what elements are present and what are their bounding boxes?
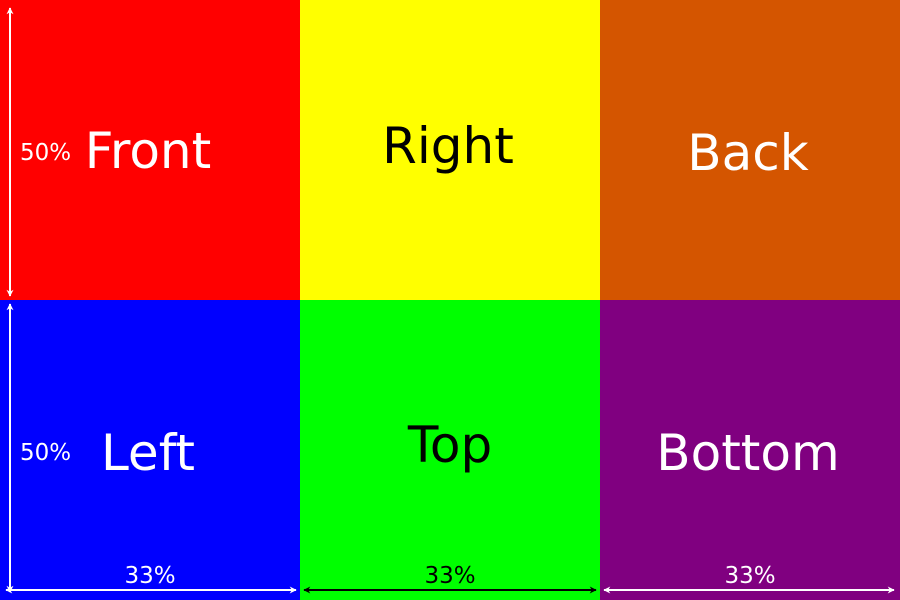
face-back-tile: [600, 0, 900, 300]
face-right-label: Right: [382, 117, 514, 175]
face-left-tile: [0, 300, 300, 600]
col-left-width-label: 33%: [124, 563, 175, 589]
face-right-tile: [300, 0, 600, 300]
face-top-label: Top: [407, 416, 492, 474]
face-front-tile: [0, 0, 300, 300]
row-bottom-height-label: 50%: [20, 440, 71, 466]
face-bottom-label: Bottom: [656, 424, 839, 482]
col-right-width-label: 33%: [724, 563, 775, 589]
face-top-tile: [300, 300, 600, 600]
col-middle-width-label: 33%: [424, 563, 475, 589]
face-bottom-tile: [600, 300, 900, 600]
face-back-label: Back: [687, 124, 808, 182]
face-left-label: Left: [101, 424, 195, 482]
face-front-label: Front: [85, 122, 211, 180]
row-top-height-label: 50%: [20, 140, 71, 166]
